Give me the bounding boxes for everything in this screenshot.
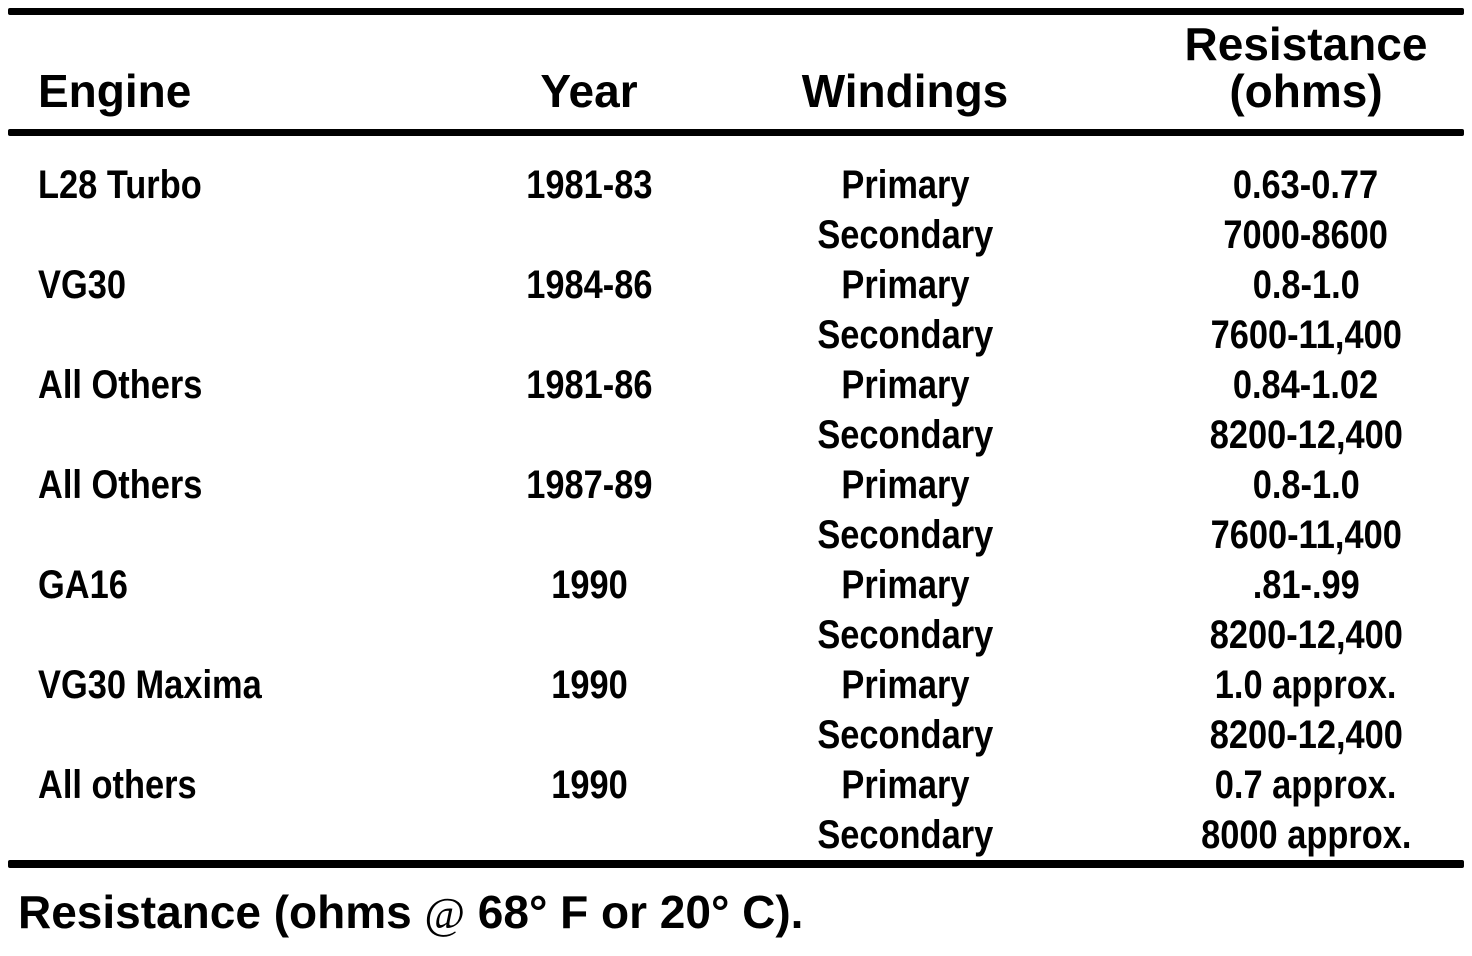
resistance-value: 0.8-1.0 <box>1252 263 1360 307</box>
engine-value: All others <box>38 763 197 807</box>
resistance-cell: 0.84-1.02 8200-12,400 <box>1030 360 1472 460</box>
winding-type: Secondary <box>817 713 993 757</box>
table-header-divider <box>8 129 1464 136</box>
year-value: 1990 <box>550 563 628 607</box>
resistance-value: 7600-11,400 <box>1210 513 1402 557</box>
engine-cell: All others <box>0 760 368 810</box>
windings-cell: Primary Secondary <box>780 260 1030 360</box>
scanned-specification-table-page: Engine Year Windings Resistance (ohms) L… <box>0 8 1472 956</box>
resistance-cell: 1.0 approx. 8200-12,400 <box>1030 660 1472 760</box>
windings-cell: Primary Secondary <box>780 660 1030 760</box>
engine-cell: GA16 <box>0 560 368 610</box>
resistance-value: 0.84-1.02 <box>1233 363 1379 407</box>
engine-value: All Others <box>38 363 203 407</box>
windings-cell: Primary Secondary <box>780 360 1030 460</box>
table-row-group-all-others-81-86: All Others 1981-86 Primary Secondary 0.8… <box>0 360 1472 460</box>
resistance-value: 0.7 approx. <box>1215 763 1397 807</box>
resistance-value: 0.63-0.77 <box>1233 163 1379 207</box>
year-cell: 1990 <box>368 660 780 710</box>
table-body: L28 Turbo 1981-83 Primary Secondary 0.63… <box>0 136 1472 860</box>
windings-cell: Primary Secondary <box>780 460 1030 560</box>
year-cell: 1981-86 <box>368 360 780 410</box>
table-row-group-vg30-maxima: VG30 Maxima 1990 Primary Secondary 1.0 a… <box>0 660 1472 760</box>
engine-cell: VG30 <box>0 260 368 310</box>
year-value: 1981-86 <box>525 363 653 407</box>
resistance-value: 8200-12,400 <box>1209 413 1403 457</box>
column-header-year: Year <box>368 67 780 115</box>
winding-type: Primary <box>840 663 970 707</box>
resistance-value: 8000 approx. <box>1200 813 1412 857</box>
resistance-cell: 0.63-0.77 7000-8600 <box>1030 160 1472 260</box>
year-cell: 1990 <box>368 560 780 610</box>
winding-type: Primary <box>840 163 970 207</box>
winding-type: Secondary <box>817 313 993 357</box>
winding-type: Secondary <box>817 413 993 457</box>
engine-value: All Others <box>38 463 203 507</box>
year-value: 1987-89 <box>525 463 653 507</box>
year-cell: 1987-89 <box>368 460 780 510</box>
engine-value: VG30 Maxima <box>38 663 262 707</box>
caption-text-prefix: Resistance (ohms <box>18 886 425 938</box>
resistance-cell: 0.8-1.0 7600-11,400 <box>1030 260 1472 360</box>
resistance-value: 1.0 approx. <box>1215 663 1397 707</box>
caption-text-suffix: 68° F or 20° C). <box>465 886 804 938</box>
column-header-engine-label: Engine <box>38 65 192 117</box>
year-value: 1990 <box>550 663 628 707</box>
winding-type: Secondary <box>817 613 993 657</box>
table-row-group-all-others-87-89: All Others 1987-89 Primary Secondary 0.8… <box>0 460 1472 560</box>
table-row-group-all-others-1990: All others 1990 Primary Secondary 0.7 ap… <box>0 760 1472 860</box>
table-top-border <box>8 8 1464 15</box>
engine-value: GA16 <box>38 563 128 607</box>
winding-type: Secondary <box>817 513 993 557</box>
column-header-resistance-line1: Resistance <box>1184 18 1428 70</box>
resistance-value: 7000-8600 <box>1223 213 1389 257</box>
engine-value: L28 Turbo <box>38 163 202 207</box>
engine-cell: VG30 Maxima <box>0 660 368 710</box>
year-cell: 1981-83 <box>368 160 780 210</box>
column-header-resistance: Resistance (ohms) <box>1030 21 1472 115</box>
resistance-value: 8200-12,400 <box>1209 613 1403 657</box>
winding-type: Primary <box>840 563 970 607</box>
column-header-resistance-line2: (ohms) <box>1229 65 1383 117</box>
winding-type: Primary <box>840 263 970 307</box>
year-value: 1990 <box>550 763 628 807</box>
winding-type: Primary <box>840 763 970 807</box>
column-header-year-label: Year <box>540 65 638 117</box>
resistance-cell: .81-.99 8200-12,400 <box>1030 560 1472 660</box>
table-row-group-l28-turbo: L28 Turbo 1981-83 Primary Secondary 0.63… <box>0 160 1472 260</box>
table-row-group-ga16: GA16 1990 Primary Secondary .81-.99 8200… <box>0 560 1472 660</box>
resistance-cell: 0.7 approx. 8000 approx. <box>1030 760 1472 860</box>
winding-type: Secondary <box>817 213 993 257</box>
column-header-windings: Windings <box>780 67 1030 115</box>
engine-cell: L28 Turbo <box>0 160 368 210</box>
year-value: 1984-86 <box>525 263 653 307</box>
engine-cell: All Others <box>0 360 368 410</box>
year-value: 1981-83 <box>525 163 653 207</box>
winding-type: Secondary <box>817 813 993 857</box>
table-row-group-vg30: VG30 1984-86 Primary Secondary 0.8-1.0 7… <box>0 260 1472 360</box>
year-cell: 1990 <box>368 760 780 810</box>
table-bottom-border <box>8 860 1464 868</box>
column-header-engine: Engine <box>0 67 368 115</box>
winding-type: Primary <box>840 463 970 507</box>
resistance-value: 8200-12,400 <box>1209 713 1403 757</box>
resistance-value: .81-.99 <box>1252 563 1360 607</box>
resistance-value: 0.8-1.0 <box>1252 463 1360 507</box>
windings-cell: Primary Secondary <box>780 760 1030 860</box>
engine-value: VG30 <box>38 263 126 307</box>
table-header-row: Engine Year Windings Resistance (ohms) <box>0 15 1472 129</box>
resistance-cell: 0.8-1.0 7600-11,400 <box>1030 460 1472 560</box>
windings-cell: Primary Secondary <box>780 160 1030 260</box>
table-caption: Resistance (ohms @ 68° F or 20° C). <box>0 886 1472 940</box>
column-header-windings-label: Windings <box>801 65 1009 117</box>
resistance-value: 7600-11,400 <box>1210 313 1402 357</box>
engine-cell: All Others <box>0 460 368 510</box>
at-sign: @ <box>424 889 466 938</box>
winding-type: Primary <box>840 363 970 407</box>
windings-cell: Primary Secondary <box>780 560 1030 660</box>
year-cell: 1984-86 <box>368 260 780 310</box>
